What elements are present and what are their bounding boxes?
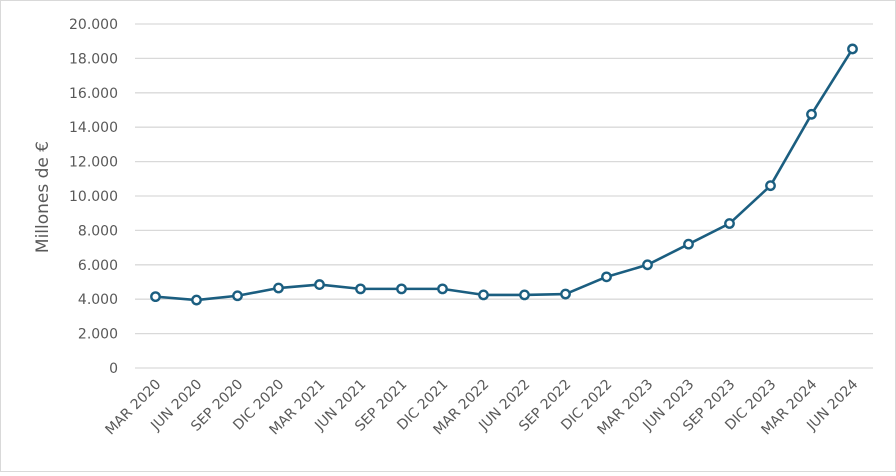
gridlines bbox=[135, 23, 873, 369]
y-tick-label: 14.000 bbox=[69, 120, 118, 136]
data-point bbox=[601, 271, 612, 283]
data-point bbox=[765, 180, 776, 192]
data-point bbox=[806, 108, 817, 120]
series bbox=[150, 43, 858, 306]
y-tick-label: 10.000 bbox=[69, 189, 118, 205]
data-point bbox=[478, 289, 489, 301]
y-tick-label: 6.000 bbox=[78, 258, 118, 274]
y-tick-label: 20.000 bbox=[69, 17, 118, 33]
data-point bbox=[273, 282, 284, 294]
data-point bbox=[683, 238, 694, 250]
y-tick-label: 18.000 bbox=[69, 51, 118, 67]
data-point bbox=[314, 279, 325, 290]
data-point bbox=[396, 283, 407, 295]
data-point bbox=[560, 288, 571, 300]
data-point bbox=[519, 289, 530, 301]
y-axis-ticks: 0 2.000 4.000 6.000 8.000 10.000 12.000 14.000 1… bbox=[69, 17, 118, 377]
data-point bbox=[232, 290, 243, 302]
y-tick-label: 0 bbox=[109, 361, 118, 377]
y-tick-label: 4.000 bbox=[78, 292, 118, 308]
y-tick-label: 2.000 bbox=[78, 327, 118, 343]
data-point bbox=[150, 291, 161, 303]
data-point bbox=[437, 283, 448, 295]
data-point bbox=[724, 218, 735, 229]
y-axis-label: Millones de € bbox=[33, 141, 53, 253]
data-point bbox=[355, 283, 366, 295]
y-tick-label: 8.000 bbox=[78, 223, 118, 239]
data-point bbox=[191, 294, 202, 306]
y-tick-label: 16.000 bbox=[69, 86, 118, 102]
data-point bbox=[847, 43, 858, 55]
series-line bbox=[155, 48, 854, 302]
y-tick-label: 12.000 bbox=[69, 155, 118, 171]
data-point bbox=[642, 259, 653, 271]
